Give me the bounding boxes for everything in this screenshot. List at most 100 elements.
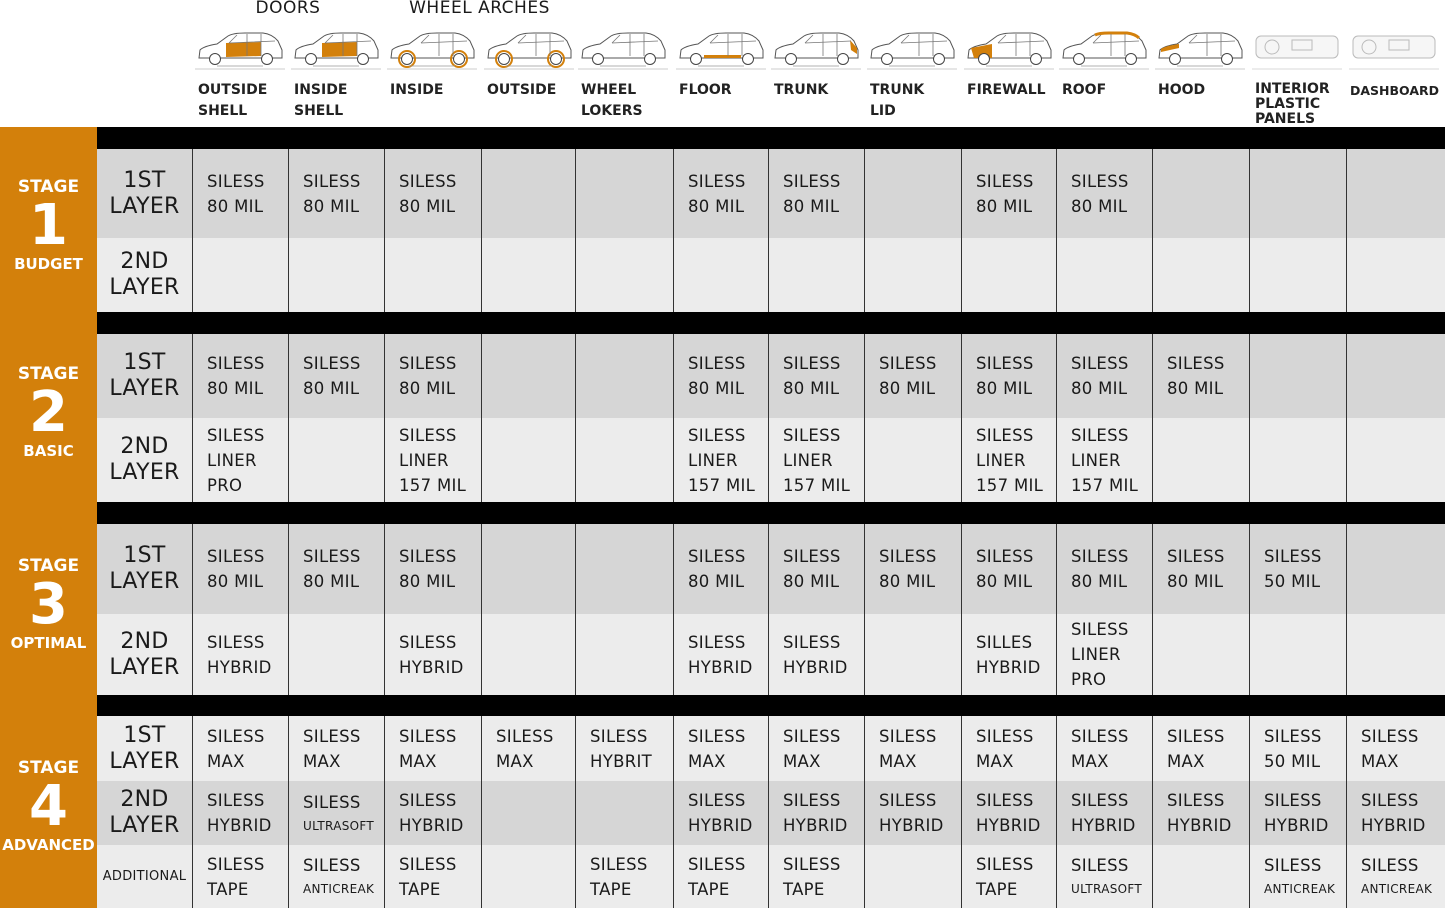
table-cell-outside-shell: SILESS HYBRID xyxy=(192,781,288,845)
table-cell-outside xyxy=(481,781,575,845)
column-label: INSIDE xyxy=(390,82,444,98)
table-cell-roof: SILESS ULTRASOFT xyxy=(1056,845,1152,908)
table-row: 2ND LAYER SILESS HYBRID SILESS HYBRID SILES… xyxy=(97,614,1445,695)
table-row: 2ND LAYER xyxy=(97,238,1445,312)
cell-text: SILESS HYBRID xyxy=(1167,791,1232,835)
table-row: 2ND LAYER SILESS LINER PRO SILESS LINER 15… xyxy=(97,418,1445,502)
table-cell-firewall: SILESS 80 MIL xyxy=(961,149,1056,238)
table-cell-trunk: SILESS HYBRID xyxy=(768,781,864,845)
table-cell-hood: SILESS 80 MIL xyxy=(1152,524,1249,614)
table-row: 1ST LAYER SILESS MAX SILESS MAX SILESS MAX S… xyxy=(97,716,1445,781)
table-cell-trunk: SILESS 80 MIL xyxy=(768,149,864,238)
cell-text: SILESS HYBRID xyxy=(688,632,753,677)
layer-label-text: 2ND LAYER xyxy=(109,787,180,838)
table-cell-trunk-lid: SILESS 80 MIL xyxy=(864,524,961,614)
table-cell-firewall: SILESS 80 MIL xyxy=(961,334,1056,418)
table-cell-inside: SILESS 80 MIL xyxy=(384,524,481,614)
layer-label-text: 2ND LAYER xyxy=(109,249,180,300)
table-cell-firewall: SILESS TAPE xyxy=(961,845,1056,908)
table-cell-interior-plastic-panels xyxy=(1249,149,1346,238)
column-label: HOOD xyxy=(1158,82,1206,98)
table-cell-wheel-lokers xyxy=(575,524,673,614)
column-label: OUTSIDE xyxy=(487,82,557,98)
table-cell-outside-shell: SILESS TAPE xyxy=(192,845,288,908)
cell-text: SILESS 80 MIL xyxy=(879,354,937,398)
table-cell-interior-plastic-panels: SILESS HYBRID xyxy=(1249,781,1346,845)
cell-text: SILESS 80 MIL xyxy=(783,547,841,591)
table-cell-outside xyxy=(481,524,575,614)
cell-maintext: SILESS xyxy=(303,792,361,812)
stage-name: BUDGET xyxy=(14,254,83,273)
table-cell-wheel-lokers: SILESS HYBRIT xyxy=(575,716,673,781)
table-cell-outside: SILESS MAX xyxy=(481,716,575,781)
cell-text: SILESS 80 MIL xyxy=(1071,354,1129,398)
table-cell-trunk: SILESS LINER 157 MIL xyxy=(768,418,864,502)
cell-text: SILESS ULTRASOFT xyxy=(1071,853,1142,900)
table-cell-firewall: SILESS 80 MIL xyxy=(961,524,1056,614)
table-cell-dashboard xyxy=(1346,614,1445,695)
stage-word: STAGE xyxy=(17,364,80,384)
layer-label-text: ADDITIONAL xyxy=(102,868,187,884)
column-header-8: FIREWALL xyxy=(961,26,1056,126)
table-cell-wheel-lokers xyxy=(575,149,673,238)
stage-name: OPTIMAL xyxy=(10,633,87,652)
table-cell-trunk: SILESS TAPE xyxy=(768,845,864,908)
column-label: DASHBOARD xyxy=(1350,83,1440,98)
column-label: FIREWALL xyxy=(967,82,1046,98)
cell-text: SILESS LINER 157 MIL xyxy=(399,425,467,495)
cell-text: SILESS 80 MIL xyxy=(976,354,1034,398)
column-header-0: OUTSIDE SHELL xyxy=(192,26,288,126)
cell-text: SILLES HYBRID xyxy=(976,632,1041,677)
column-header-4: WHEEL LOKERS xyxy=(575,26,673,126)
cell-text: SILESS MAX xyxy=(783,726,841,771)
table-cell-outside-shell: SILESS MAX xyxy=(192,716,288,781)
table-cell-inside: SILESS LINER 157 MIL xyxy=(384,418,481,502)
cell-maintext: SILESS xyxy=(303,856,361,875)
cell-text: SILESS 50 MIL xyxy=(1264,726,1322,771)
table-cell-dashboard: SILESS MAX xyxy=(1346,716,1445,781)
column-header-2: INSIDE xyxy=(384,26,481,126)
table-cell-wheel-lokers xyxy=(575,334,673,418)
table-cell-outside xyxy=(481,614,575,695)
cell-text: SILESS 80 MIL xyxy=(1071,171,1129,216)
table-cell-outside-shell: SILESS 80 MIL xyxy=(192,149,288,238)
cell-maintext: SILESS xyxy=(1264,856,1322,875)
table-cell-firewall: SILLES HYBRID xyxy=(961,614,1056,695)
column-header-11: INTERIOR PLASTIC PANELS xyxy=(1249,26,1346,127)
table-cell-trunk xyxy=(768,238,864,312)
table-cell-hood xyxy=(1152,845,1249,908)
layer-label-text: 1ST LAYER xyxy=(109,167,180,219)
table-cell-interior-plastic-panels xyxy=(1249,334,1346,418)
table-cell-hood: SILESS MAX xyxy=(1152,716,1249,781)
table-cell-outside-shell xyxy=(192,238,288,312)
cell-text: SILESS 50 MIL xyxy=(1264,547,1322,591)
table-cell-outside xyxy=(481,238,575,312)
layer-label-text: 2ND LAYER xyxy=(109,628,180,680)
group-label-doors: DOORS xyxy=(255,0,321,18)
table-cell-inside-shell: SILESS MAX xyxy=(288,716,384,781)
cell-text: SILESS 80 MIL xyxy=(399,354,457,398)
stage-number: 3 xyxy=(29,571,68,637)
cell-text: SILESS 80 MIL xyxy=(399,547,457,591)
table-cell-roof: SILESS 80 MIL xyxy=(1056,149,1152,238)
cell-text: SILESS TAPE xyxy=(976,854,1034,899)
table-cell-trunk: SILESS MAX xyxy=(768,716,864,781)
cell-text: SILESS TAPE xyxy=(399,854,457,899)
column-header-1: INSIDE SHELL xyxy=(288,26,384,126)
table-cell-hood: SILESS HYBRID xyxy=(1152,781,1249,845)
table-cell-interior-plastic-panels xyxy=(1249,614,1346,695)
table-cell-roof: SILESS MAX xyxy=(1056,716,1152,781)
cell-text: SILESS 80 MIL xyxy=(1071,547,1129,591)
cell-text: SILESS ANTICREAK xyxy=(1361,853,1432,900)
cell-text: SILESS LINER 157 MIL xyxy=(688,425,756,495)
cell-text: SILESS 80 MIL xyxy=(879,547,937,591)
layer-label: 1ST LAYER xyxy=(97,524,192,614)
cell-text: SILESS MAX xyxy=(399,726,457,771)
table-cell-trunk-lid xyxy=(864,845,961,908)
table-cell-inside: SILESS MAX xyxy=(384,716,481,781)
cell-subtext: ULTRASOFT xyxy=(303,818,374,833)
table-cell-wheel-lokers xyxy=(575,238,673,312)
cell-maintext: SILESS xyxy=(1361,856,1419,875)
cell-text: SILESS MAX xyxy=(496,726,554,771)
table-cell-firewall xyxy=(961,238,1056,312)
